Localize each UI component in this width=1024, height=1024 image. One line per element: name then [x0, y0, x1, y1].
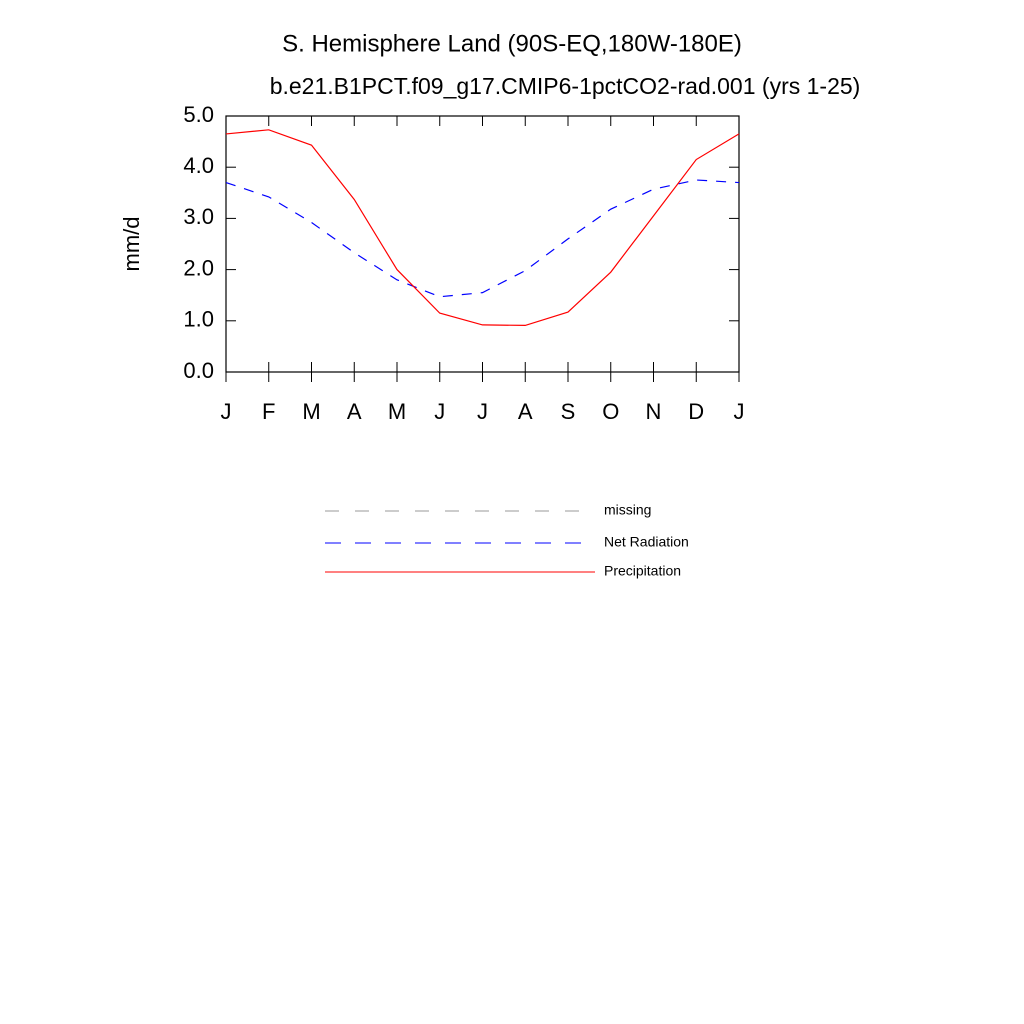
- x-tick-label: J: [477, 399, 488, 424]
- plot-frame: [225, 115, 740, 373]
- x-tick-label: D: [688, 399, 704, 424]
- chart-title: S. Hemisphere Land (90S-EQ,180W-180E): [282, 30, 742, 57]
- x-tick-label: M: [302, 399, 320, 424]
- x-tick-label: S: [561, 399, 576, 424]
- y-tick-label: 5.0: [183, 102, 214, 127]
- series-line: [225, 129, 740, 327]
- series-line: [225, 179, 740, 298]
- x-tick-label: A: [518, 399, 533, 424]
- y-tick-label: 4.0: [183, 153, 214, 178]
- x-tick-label: A: [347, 399, 362, 424]
- y-tick-label: 0.0: [183, 358, 214, 383]
- legend-label: Net Radiation: [604, 534, 689, 550]
- legend-label: missing: [604, 502, 651, 518]
- y-tick-label: 1.0: [183, 307, 214, 332]
- legend-label: Precipitation: [604, 563, 681, 579]
- y-tick-label: 2.0: [183, 255, 214, 280]
- chart-subtitle: b.e21.B1PCT.f09_g17.CMIP6-1pctCO2-rad.00…: [270, 73, 861, 99]
- x-tick-label: J: [434, 399, 445, 424]
- y-axis-label: mm/d: [119, 217, 144, 272]
- y-tick-label: 3.0: [183, 204, 214, 229]
- x-tick-label: N: [646, 399, 662, 424]
- x-tick-label: O: [602, 399, 619, 424]
- x-tick-label: J: [734, 399, 745, 424]
- x-tick-label: J: [221, 399, 232, 424]
- x-tick-label: F: [262, 399, 275, 424]
- x-tick-label: M: [388, 399, 406, 424]
